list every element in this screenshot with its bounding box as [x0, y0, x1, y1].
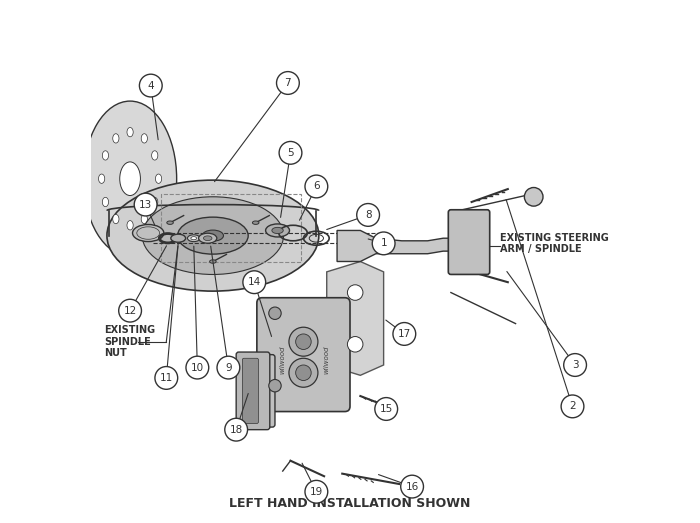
Text: LEFT HAND INSTALLATION SHOWN: LEFT HAND INSTALLATION SHOWN [230, 497, 470, 510]
Text: 18: 18 [230, 425, 243, 435]
Circle shape [347, 336, 363, 352]
Text: 9: 9 [225, 362, 232, 372]
Text: 12: 12 [123, 305, 136, 316]
Ellipse shape [141, 134, 148, 143]
Text: 8: 8 [365, 210, 372, 220]
Circle shape [155, 367, 178, 389]
Ellipse shape [171, 234, 186, 242]
Ellipse shape [188, 235, 200, 242]
Text: 4: 4 [148, 81, 154, 90]
Circle shape [400, 475, 424, 498]
Circle shape [243, 271, 266, 293]
Bar [161, 194, 301, 262]
FancyBboxPatch shape [244, 355, 275, 427]
Ellipse shape [141, 214, 148, 224]
Ellipse shape [99, 174, 105, 184]
Ellipse shape [155, 174, 162, 184]
Text: 2: 2 [569, 401, 576, 412]
Circle shape [347, 285, 363, 300]
Circle shape [269, 307, 281, 320]
Circle shape [564, 354, 587, 377]
Text: 17: 17 [398, 329, 411, 339]
Ellipse shape [272, 228, 284, 234]
Text: 13: 13 [139, 200, 152, 210]
Ellipse shape [127, 221, 133, 230]
Ellipse shape [152, 151, 158, 160]
Circle shape [139, 74, 162, 97]
Ellipse shape [127, 128, 133, 137]
Ellipse shape [204, 236, 212, 241]
FancyBboxPatch shape [257, 298, 350, 412]
Circle shape [561, 395, 584, 418]
Text: 14: 14 [248, 277, 261, 287]
Ellipse shape [199, 233, 217, 243]
FancyBboxPatch shape [448, 210, 490, 275]
Circle shape [186, 356, 209, 379]
Text: 7: 7 [285, 78, 291, 88]
Circle shape [276, 72, 300, 94]
Text: 6: 6 [313, 181, 320, 191]
Text: 15: 15 [379, 404, 393, 414]
Ellipse shape [253, 221, 259, 224]
Circle shape [295, 334, 312, 349]
Circle shape [305, 175, 328, 198]
Text: 1: 1 [380, 238, 387, 248]
Ellipse shape [107, 180, 318, 291]
Ellipse shape [83, 101, 176, 256]
Text: wilwood: wilwood [323, 346, 330, 374]
Ellipse shape [152, 197, 158, 207]
Circle shape [289, 327, 318, 356]
Ellipse shape [132, 224, 164, 242]
Ellipse shape [113, 134, 119, 143]
Text: EXISTING
SPINDLE
NUT: EXISTING SPINDLE NUT [104, 325, 155, 358]
Text: EXISTING STEERING
ARM / SPINDLE: EXISTING STEERING ARM / SPINDLE [500, 233, 609, 254]
Ellipse shape [178, 217, 248, 254]
Ellipse shape [265, 224, 290, 237]
Text: 10: 10 [191, 362, 204, 372]
Circle shape [269, 380, 281, 392]
Ellipse shape [102, 151, 108, 160]
Circle shape [305, 481, 328, 503]
Circle shape [217, 356, 240, 379]
Circle shape [357, 203, 379, 226]
Circle shape [119, 299, 141, 322]
Text: 16: 16 [405, 482, 419, 492]
Polygon shape [337, 231, 464, 262]
Ellipse shape [113, 214, 119, 224]
Circle shape [225, 418, 248, 441]
FancyBboxPatch shape [242, 358, 258, 424]
Ellipse shape [102, 197, 108, 207]
Text: 11: 11 [160, 373, 173, 383]
Circle shape [279, 141, 302, 164]
Ellipse shape [167, 221, 174, 224]
Circle shape [374, 397, 398, 420]
Circle shape [393, 323, 416, 345]
Text: 3: 3 [572, 360, 578, 370]
Circle shape [134, 193, 157, 216]
Text: wilwood: wilwood [280, 346, 286, 374]
Ellipse shape [202, 230, 223, 241]
Text: 5: 5 [287, 148, 294, 158]
Ellipse shape [191, 237, 197, 240]
Ellipse shape [209, 260, 216, 263]
Polygon shape [327, 262, 384, 376]
Ellipse shape [120, 162, 141, 196]
Text: 19: 19 [309, 487, 323, 497]
Circle shape [524, 188, 543, 206]
Circle shape [289, 358, 318, 387]
Circle shape [295, 365, 312, 381]
Circle shape [372, 232, 395, 255]
FancyBboxPatch shape [236, 352, 270, 430]
Ellipse shape [142, 197, 284, 275]
